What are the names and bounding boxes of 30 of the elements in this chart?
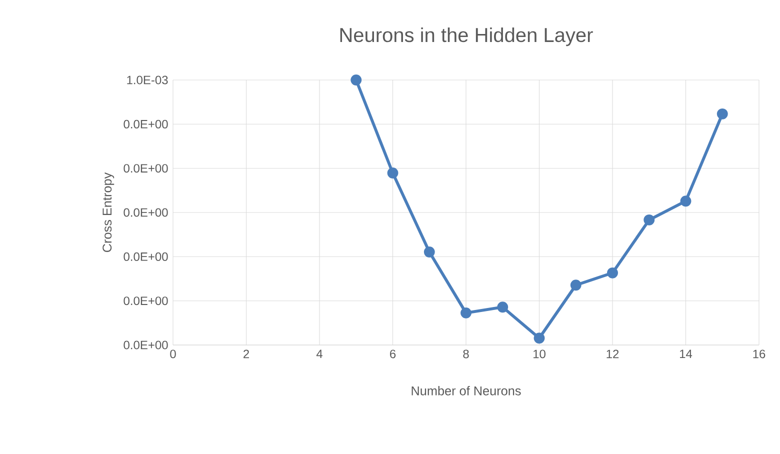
point: [570, 280, 582, 291]
x-tick-label: 2: [244, 350, 249, 358]
point: [534, 332, 545, 344]
y-axis-title: Cross Entropy: [102, 172, 114, 252]
point: [497, 302, 508, 313]
point: [644, 214, 655, 226]
chart-title: Neurons in the Hidden Layer: [340, 27, 593, 46]
text: 0.0E+00: [124, 340, 168, 350]
x-tick-label: 8: [463, 350, 469, 358]
text: 0.0E+00: [124, 164, 168, 173]
point: [716, 108, 728, 120]
point: [350, 74, 362, 86]
x-tick-label: 4: [316, 350, 322, 358]
point: [387, 168, 398, 178]
text: 0.0E+00: [124, 252, 168, 261]
x-tick-label: 12: [606, 350, 619, 358]
text: 0.0E+00: [124, 120, 168, 128]
x-tick-label: 10: [534, 350, 546, 358]
text: 0.0E+00: [124, 208, 168, 217]
x-tick-label: 16: [753, 350, 766, 358]
x-tick-label: 14: [680, 350, 692, 358]
x-tick-label: 6: [390, 350, 396, 358]
text: 0.0E+00: [124, 296, 168, 306]
point: [424, 246, 435, 258]
x-tick-label: 0: [170, 350, 176, 358]
point: [460, 307, 472, 318]
x-axis-title: Number of Neurons: [412, 386, 521, 396]
text: 1.0E-03: [127, 76, 168, 84]
point: [680, 196, 692, 207]
point: [607, 267, 618, 278]
